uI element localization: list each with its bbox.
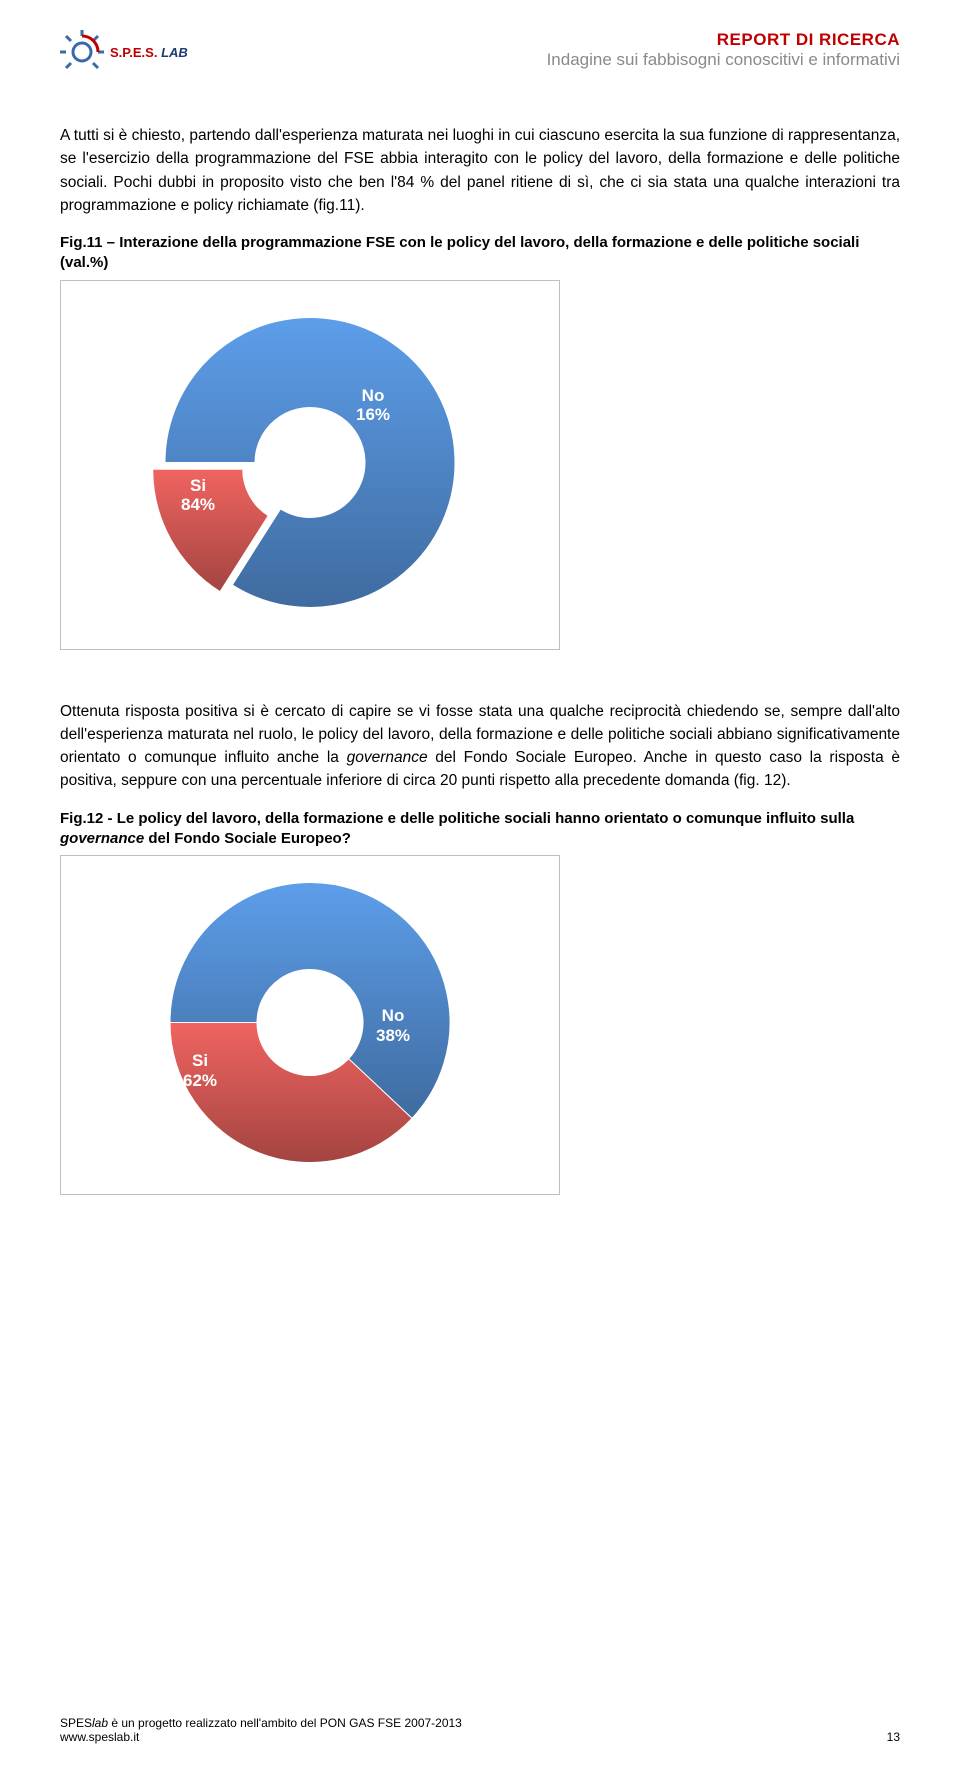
- header-right: REPORT DI RICERCA Indagine sui fabbisogn…: [547, 30, 900, 70]
- fig12-part1: Le policy del lavoro, della formazione e…: [117, 810, 855, 827]
- spes-lab-logo-icon: [60, 30, 104, 74]
- fig12-label-no: No38%: [376, 1006, 410, 1045]
- fig12-label-si: Si62%: [183, 1051, 217, 1090]
- report-subtitle: Indagine sui fabbisogni conoscitivi e in…: [547, 50, 900, 70]
- fig12-prefix: Fig.12 -: [60, 810, 117, 827]
- paragraph-2: Ottenuta risposta positiva si è cercato …: [60, 700, 900, 793]
- fig11-title: Fig.11 – Interazione della programmazion…: [60, 233, 900, 274]
- fig12-donut: [164, 877, 456, 1174]
- paragraph-1: A tutti si è chiesto, partendo dall'espe…: [60, 124, 900, 217]
- fig12-title: Fig.12 - Le policy del lavoro, della for…: [60, 809, 900, 850]
- page-number: 13: [887, 1730, 900, 1744]
- footer-prefix: SPES: [60, 1716, 92, 1730]
- fig11-chart: Si84% No16%: [60, 280, 560, 650]
- fig12-italic: governance: [60, 830, 144, 847]
- fig11-label-si: Si84%: [181, 476, 215, 515]
- page-header: S.P.E.S. LAB REPORT DI RICERCA Indagine …: [60, 30, 900, 74]
- footer-url: www.speslab.it: [60, 1730, 139, 1744]
- footer-rest: è un progetto realizzato nell'ambito del…: [108, 1716, 462, 1730]
- fig11-label-no: No16%: [356, 386, 390, 425]
- fig11-prefix: Fig.11 –: [60, 234, 119, 251]
- fig12-chart: Si62% No38%: [60, 855, 560, 1195]
- fig11-donut: [145, 297, 475, 632]
- footer-italic: lab: [92, 1716, 108, 1730]
- logo: S.P.E.S. LAB: [60, 30, 188, 74]
- page-footer: SPESlab è un progetto realizzato nell'am…: [60, 1716, 900, 1744]
- logo-text: S.P.E.S. LAB: [110, 45, 188, 60]
- fig12-part2: del Fondo Sociale Europeo?: [144, 830, 351, 847]
- paragraph-2-italic: governance: [347, 749, 428, 766]
- fig11-main: Interazione della programmazione FSE con…: [60, 234, 859, 271]
- footer-line1: SPESlab è un progetto realizzato nell'am…: [60, 1716, 900, 1730]
- report-title: REPORT DI RICERCA: [547, 30, 900, 50]
- footer-bottom: www.speslab.it 13: [60, 1730, 900, 1744]
